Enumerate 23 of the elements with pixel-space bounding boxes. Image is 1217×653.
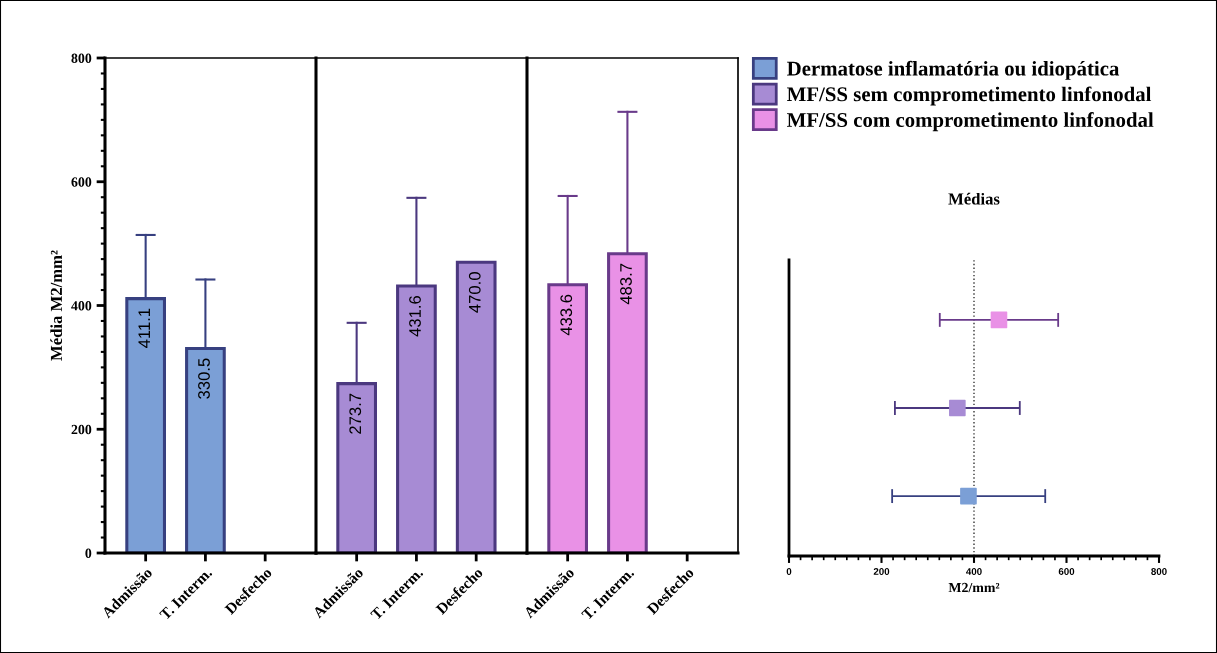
y-tick-label: 600	[71, 177, 92, 187]
y-axis-title: Média M2/mm²	[50, 250, 63, 361]
legend-label: MF/SS sem comprometimento linfonodal	[787, 86, 1152, 106]
x-tick-label: 0	[786, 568, 792, 575]
x-tick-label: 800	[1151, 568, 1167, 575]
chart-title: Médias	[948, 192, 1000, 205]
x-tick-label: 400	[966, 568, 982, 575]
legend-label: Dermatose inflamatória ou idiopática	[787, 60, 1120, 80]
legend-label: MF/SS com comprometimento linfonodal	[787, 112, 1154, 132]
data-label: 330.5	[198, 358, 210, 399]
y-tick-label: 400	[71, 301, 92, 311]
data-label: 411.1	[138, 308, 150, 348]
y-tick-label: 800	[71, 53, 92, 63]
data-label: 433.6	[560, 294, 573, 336]
data-label: 483.7	[620, 263, 632, 305]
y-tick-label: 0	[85, 548, 92, 558]
data-label: 273.7	[349, 393, 362, 434]
y-tick-label: 200	[71, 424, 92, 435]
x-tick-label: 200	[873, 568, 890, 575]
x-tick-label: 600	[1058, 568, 1075, 575]
data-label: 470.0	[468, 272, 481, 313]
x-axis-title: M2/mm²	[948, 582, 1000, 593]
data-label: 431.6	[409, 295, 421, 337]
